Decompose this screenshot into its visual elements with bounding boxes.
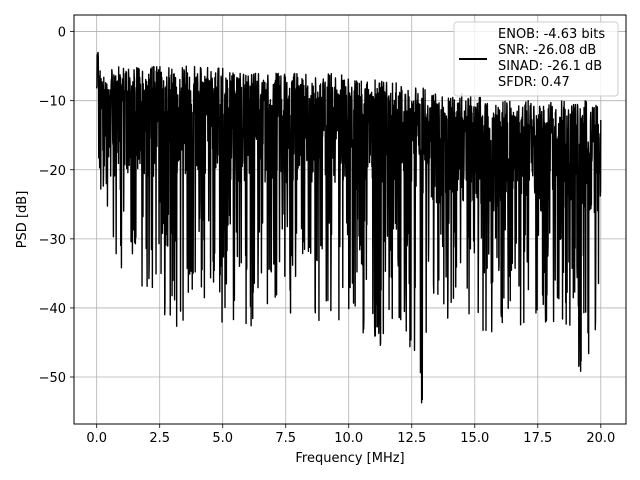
- legend-enob: ENOB: -4.63 bits: [498, 27, 605, 42]
- y-tick-label: −20: [39, 164, 66, 179]
- x-tick-label: 15.0: [460, 431, 489, 446]
- psd-series: [95, 51, 602, 404]
- axes-frame: [73, 14, 627, 425]
- legend-box: [453, 21, 619, 97]
- x-tick-label: 7.5: [275, 431, 296, 446]
- x-tick-label: 2.5: [149, 431, 170, 446]
- x-tick-label: 17.5: [523, 431, 552, 446]
- legend: ENOB: -4.63 bits SNR: -26.08 dB SINAD: -…: [453, 21, 619, 97]
- y-tick-label: −30: [39, 233, 66, 248]
- legend-sinad: SINAD: -26.1 dB: [498, 59, 602, 74]
- y-axis-ticks: 0 −10 −20 −30 −40 −50: [39, 26, 74, 386]
- y-tick-label: 0: [58, 26, 66, 41]
- y-tick-label: −40: [39, 302, 66, 317]
- y-tick-label: −50: [39, 371, 66, 386]
- x-tick-label: 10.0: [334, 431, 363, 446]
- x-axis-ticks: 0.0 2.5 5.0 7.5 10.0 12.5 15.0 17.5 20.0: [86, 424, 615, 446]
- x-tick-label: 5.0: [212, 431, 233, 446]
- y-tick-label: −10: [39, 95, 66, 110]
- x-tick-label: 12.5: [397, 431, 426, 446]
- y-axis-label: PSD [dB]: [15, 191, 30, 249]
- x-tick-label: 20.0: [586, 431, 615, 446]
- x-tick-label: 0.0: [86, 431, 107, 446]
- legend-snr: SNR: -26.08 dB: [498, 43, 596, 58]
- x-axis-label: Frequency [MHz]: [295, 451, 404, 466]
- legend-sfdr: SFDR: 0.47: [498, 75, 570, 90]
- psd-line: [95, 51, 602, 404]
